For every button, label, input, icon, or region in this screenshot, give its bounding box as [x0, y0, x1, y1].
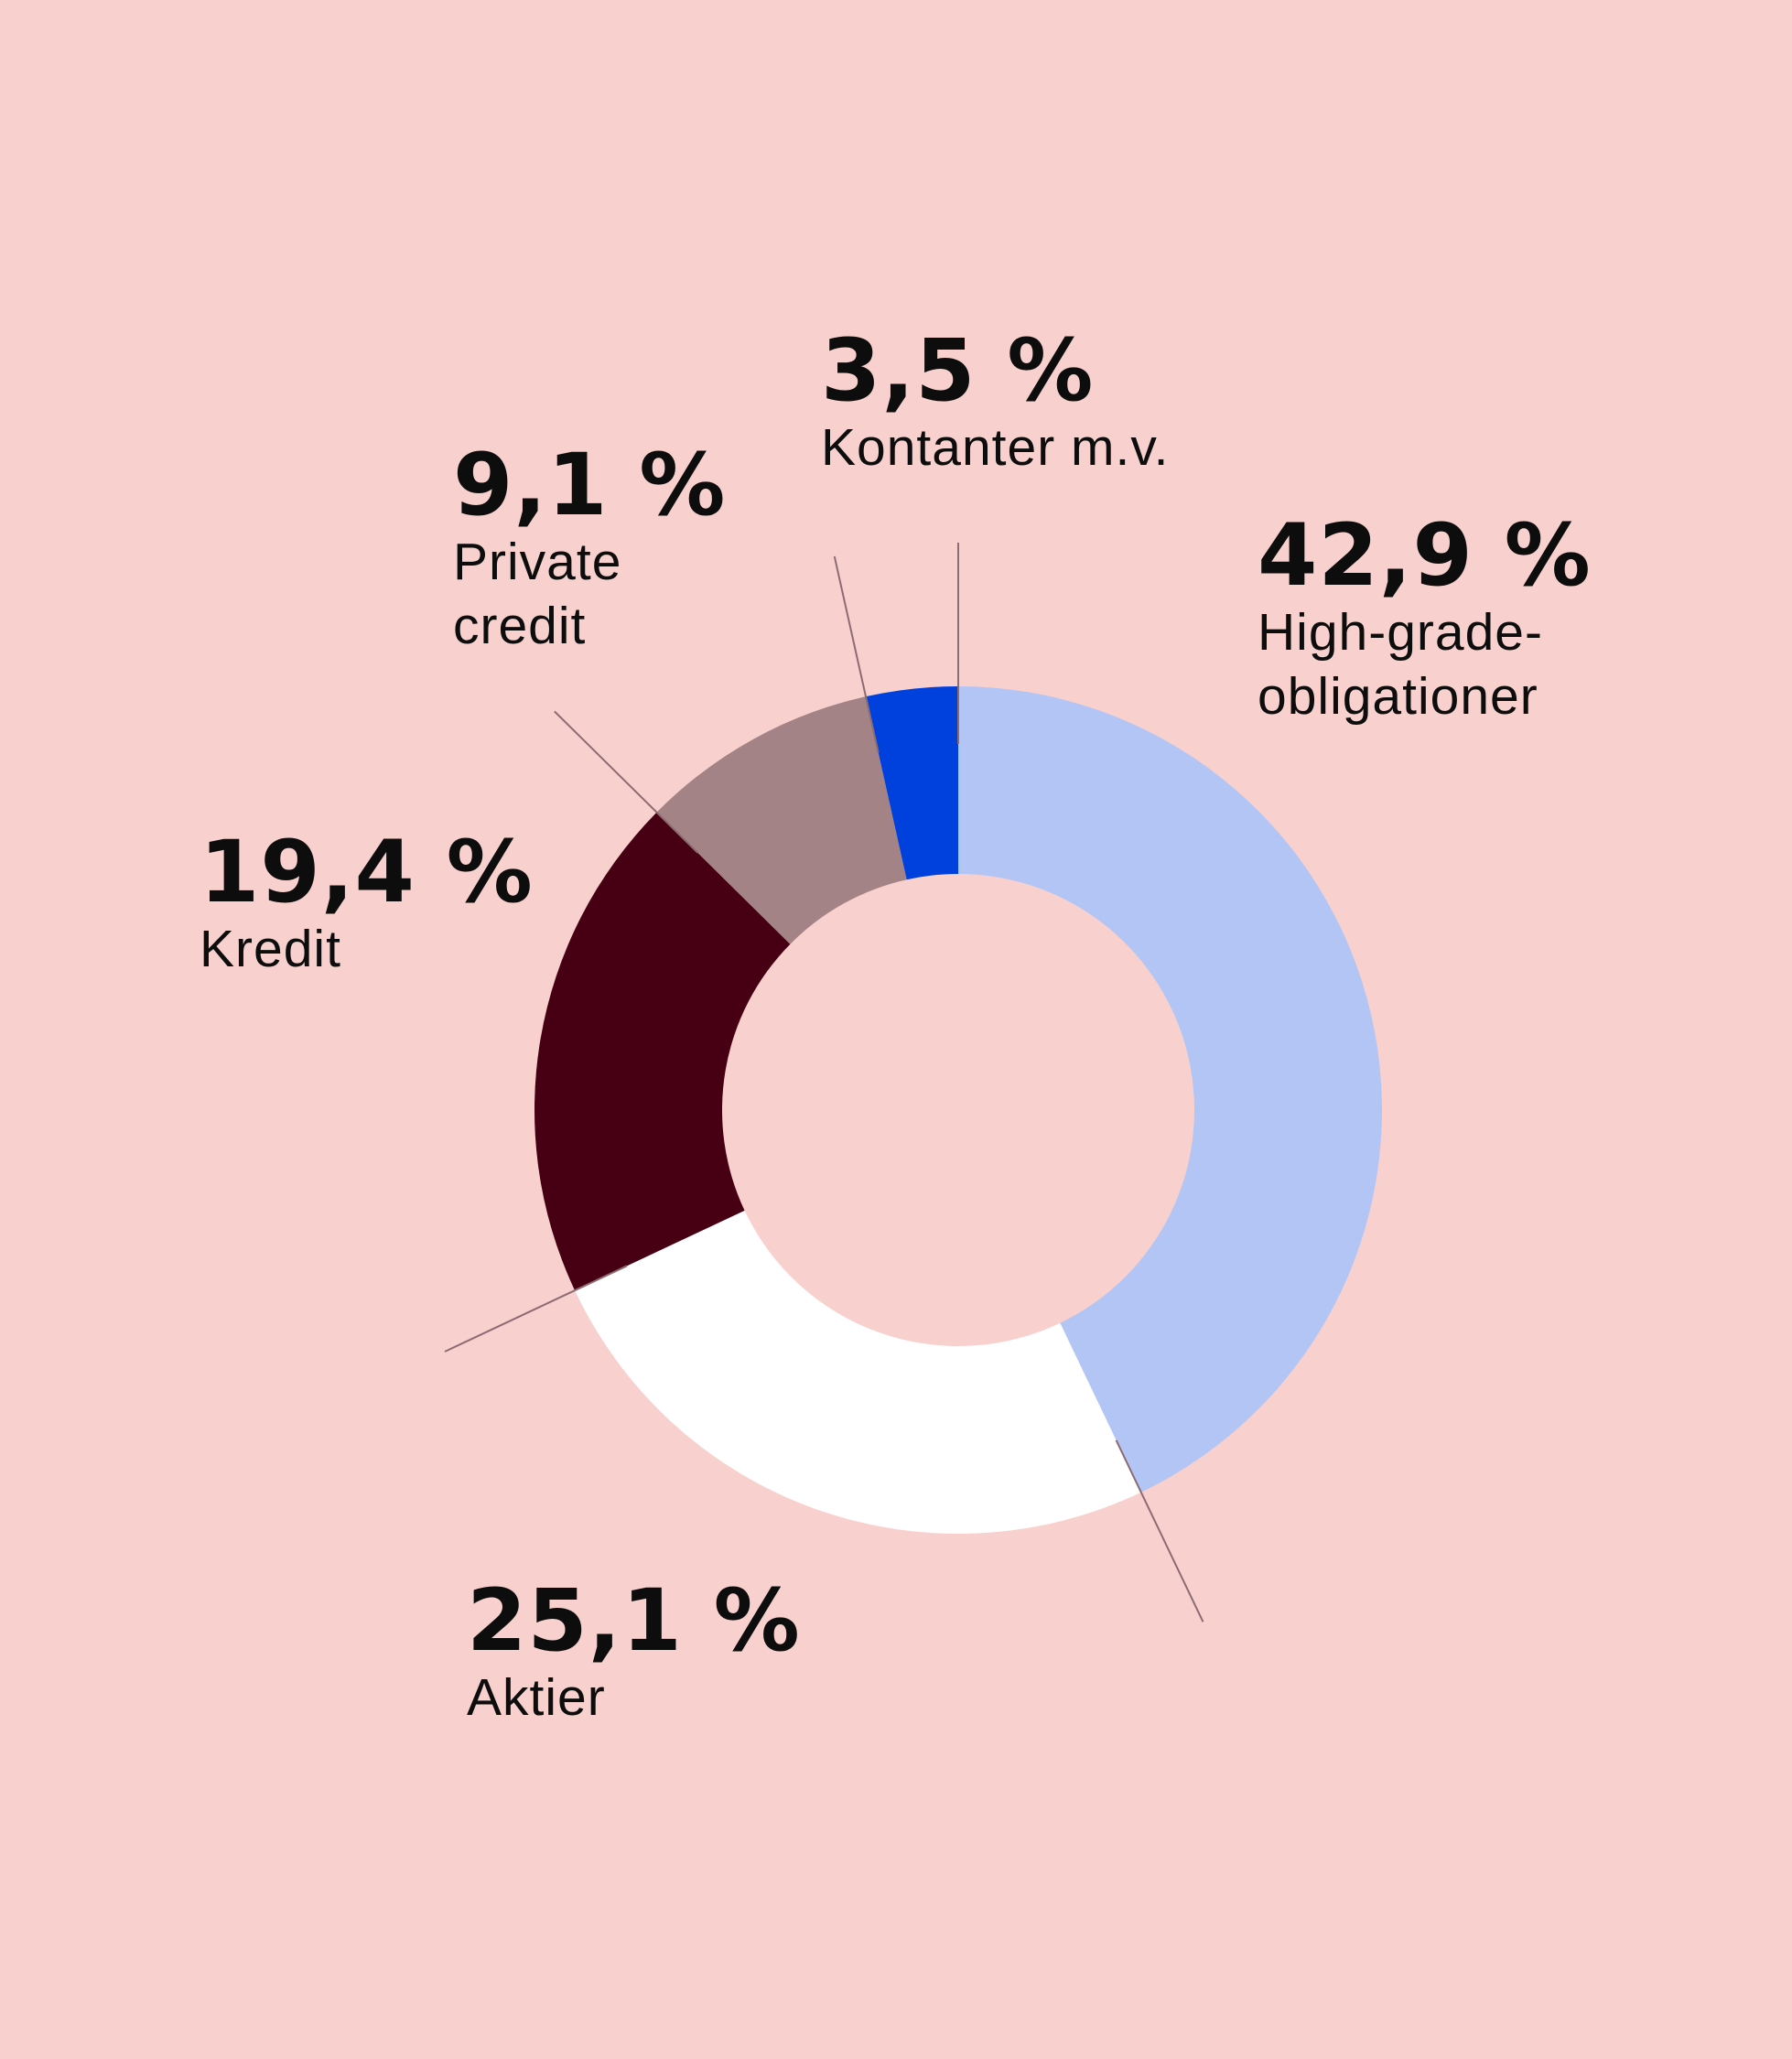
slice-label-high-grade: 42,9 % High-grade- obligationer — [1258, 512, 1592, 728]
value-label-high-grade: 42,9 % — [1258, 506, 1592, 606]
slice-label-aktier: 25,1 % Aktier — [467, 1578, 801, 1730]
value-label-kontanter: 3,5 % — [821, 321, 1095, 421]
leader-line-4 — [833, 555, 880, 753]
value-label-private-credit: 9,1 % — [453, 436, 727, 535]
category-label-aktier: Aktier — [467, 1668, 606, 1727]
slice-label-kontanter: 3,5 % Kontanter m.v. — [821, 328, 1169, 480]
value-label-aktier: 25,1 % — [467, 1571, 801, 1671]
category-label-kredit: Kredit — [200, 920, 341, 978]
slice-label-private-credit: 9,1 % Private credit — [453, 442, 726, 658]
leader-line-2 — [444, 1265, 628, 1353]
value-label-kredit: 19,4 % — [200, 823, 534, 922]
slice-kredit — [534, 812, 791, 1291]
category-label-high-grade: High-grade- obligationer — [1258, 603, 1543, 726]
slice-aktier — [575, 1210, 1141, 1534]
slice-label-kredit: 19,4 % Kredit — [200, 829, 534, 981]
leader-lines — [444, 543, 1204, 1622]
donut-slices — [534, 686, 1382, 1534]
category-label-private-credit: Private credit — [453, 533, 622, 655]
leader-line-1 — [1115, 1439, 1204, 1622]
slice-kontanter-m-v — [865, 686, 958, 880]
slice-high-grade-obligationer — [958, 686, 1382, 1493]
category-label-kontanter: Kontanter m.v. — [821, 418, 1170, 477]
leader-line-3 — [554, 710, 699, 854]
slice-private-credit — [656, 696, 907, 944]
